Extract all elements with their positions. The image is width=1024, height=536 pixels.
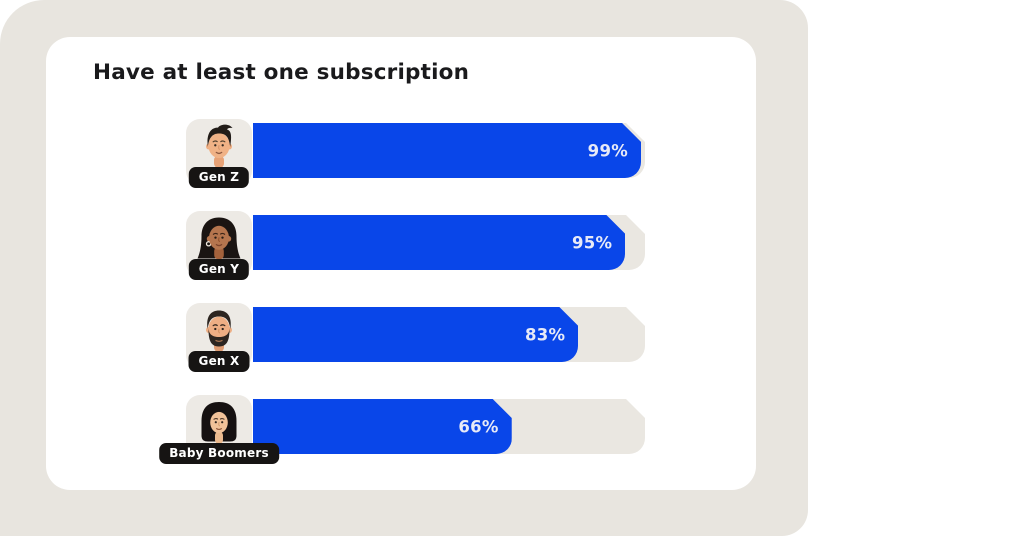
bar-fill: 99%	[253, 123, 641, 178]
category-label-gen-y: Gen Y	[188, 259, 250, 280]
slide-background: Have at least one subscription 99%	[0, 0, 808, 536]
category-label-gen-z: Gen Z	[188, 167, 250, 188]
category-label-baby-boomers: Baby Boomers	[159, 443, 279, 464]
chart-card: Have at least one subscription 99%	[46, 37, 756, 490]
bar-track: 66%	[253, 399, 645, 454]
bar-value-label: 66%	[458, 417, 499, 436]
category-label-gen-x: Gen X	[188, 351, 250, 372]
chart-row-gen-z: 99%	[186, 119, 712, 189]
bar-value-label: 83%	[524, 325, 566, 344]
chart-title: Have at least one subscription	[93, 60, 470, 85]
chart-row-baby-boomers: 66%	[159, 395, 712, 465]
chart-row-gen-x: 83%	[186, 303, 712, 373]
bar-track: 99%	[253, 123, 645, 178]
bar-track: 95%	[253, 215, 645, 270]
bar-fill: 83%	[253, 307, 578, 362]
bar-fill: 95%	[253, 215, 625, 270]
bar-track: 83%	[253, 307, 645, 362]
bar-value-label: 99%	[587, 141, 629, 160]
chart-row-gen-y: 95%	[186, 211, 712, 281]
bar-fill: 66%	[253, 399, 512, 454]
bar-value-label: 95%	[571, 233, 613, 252]
